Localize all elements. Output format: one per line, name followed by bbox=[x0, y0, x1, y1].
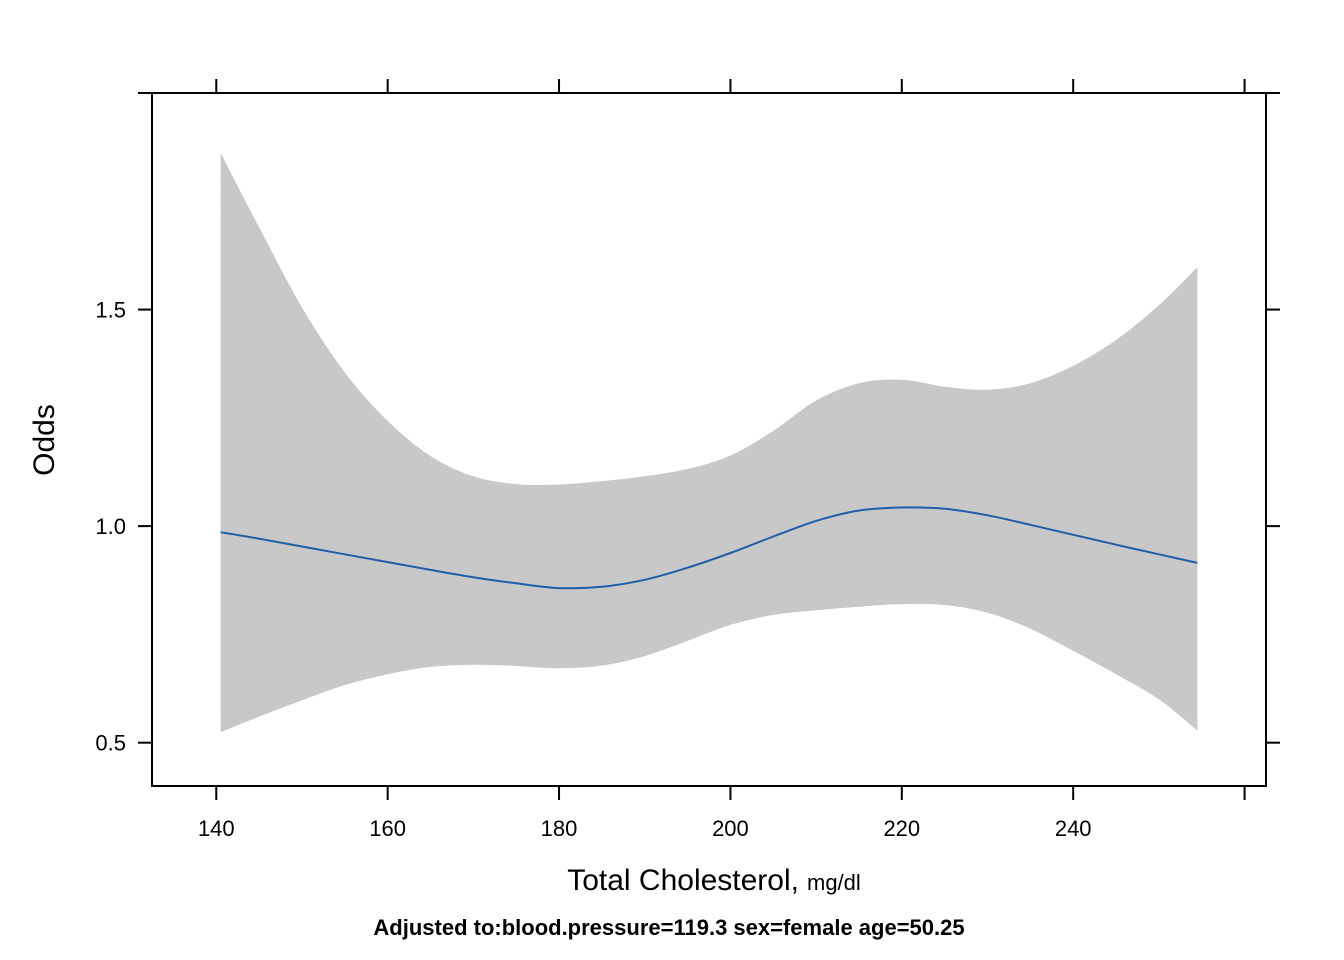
x-tick-label: 220 bbox=[883, 816, 920, 841]
plot-frame bbox=[151, 92, 1267, 787]
x-axis-bottom: 140 160 180 200 220 240 bbox=[198, 786, 1246, 841]
adjustment-caption: Adjusted to:blood.pressure=119.3 sex=fem… bbox=[373, 915, 964, 940]
x-tick-label: 240 bbox=[1055, 816, 1092, 841]
x-tick-label: 180 bbox=[541, 816, 578, 841]
x-tick-label: 160 bbox=[369, 816, 406, 841]
y-tick-label: 0.5 bbox=[95, 731, 126, 756]
odds-line bbox=[220, 506, 1198, 590]
y-tick-label: 1.5 bbox=[95, 298, 126, 323]
x-tick-label: 200 bbox=[712, 816, 749, 841]
y-tick-label: 1.0 bbox=[95, 514, 126, 539]
confidence-band-layer bbox=[220, 152, 1198, 733]
x-axis-title-unit: mg/dl bbox=[807, 870, 861, 895]
x-axis-top bbox=[215, 79, 1246, 93]
odds-line-layer bbox=[220, 506, 1198, 590]
y-axis-title: Odds bbox=[28, 404, 61, 476]
y-axis-left: 0.5 1.0 1.5 bbox=[95, 92, 152, 756]
x-axis-title: Total Cholesterol, mg/dl bbox=[567, 864, 861, 897]
x-axis-title-main: Total Cholesterol, bbox=[567, 864, 799, 897]
y-axis-right bbox=[1266, 92, 1280, 744]
x-tick-label: 140 bbox=[198, 816, 235, 841]
confidence-band bbox=[220, 152, 1198, 733]
